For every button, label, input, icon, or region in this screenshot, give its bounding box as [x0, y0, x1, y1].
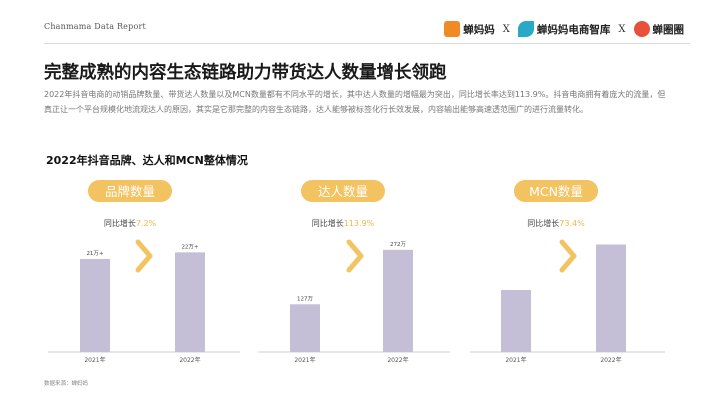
- influencer-tick-label: 2022年: [387, 356, 408, 364]
- influencer-title-pill: [301, 180, 385, 202]
- mcn-tick-label: 2022年: [600, 356, 621, 364]
- logo-separator: X: [502, 23, 510, 35]
- brand-title-pill: [88, 180, 172, 202]
- brand-data-label: 21万+: [86, 250, 103, 257]
- brand-chart-title: 品牌数量: [105, 184, 155, 199]
- chevron-right-icon: [559, 239, 577, 273]
- influencer-chart-title: 达人数量: [318, 184, 368, 199]
- mcn-title-pill: [514, 180, 598, 202]
- influencer-data-label: 127万: [297, 295, 313, 302]
- influencer-bar-2021年: [290, 304, 320, 352]
- chevron-right-icon: [346, 239, 364, 273]
- brand-bar-2021年: [80, 259, 110, 352]
- mcn-bar-2021年: [501, 290, 531, 352]
- influencer-growth-text: 同比增长113.9%: [312, 218, 375, 228]
- partner-logos: 蝉妈妈 X 蝉妈妈电商智库 X 蝉圈圈: [444, 18, 684, 40]
- report-label: Chanmama Data Report: [44, 22, 146, 31]
- brand-growth-text: 同比增长7.2%: [104, 218, 157, 228]
- brand-bar-2022年: [175, 252, 205, 352]
- influencer-tick-label: 2021年: [294, 356, 315, 364]
- header-divider: [44, 43, 690, 44]
- page-title: 完整成熟的内容生态链路助力带货达人数量增长领跑: [44, 63, 447, 83]
- chevron-right-icon: [135, 239, 153, 273]
- chanmama-logo-icon: [444, 21, 461, 37]
- logo-separator: X: [618, 23, 626, 35]
- mcn-tick-label: 2021年: [505, 356, 526, 364]
- brand-tick-label: 2021年: [84, 356, 105, 364]
- mcn-bar-2022年: [596, 244, 626, 352]
- logo-chanmama-label: 蝉妈妈: [463, 23, 495, 36]
- section-title: 2022年抖音品牌、达人和MCN整体情况: [46, 154, 248, 167]
- think-tank-logo-icon: [517, 21, 534, 37]
- page-description: 2022年抖音电商的动销品牌数量、带货达人数量以及MCN数量都有不同水平的增长，…: [44, 90, 666, 114]
- logo-chanmama: 蝉妈妈: [444, 21, 495, 37]
- chanquanquan-logo-icon: [633, 21, 650, 37]
- logo-chanquanquan-label: 蝉圈圈: [652, 23, 685, 36]
- brand-data-label: 22万+: [181, 243, 198, 250]
- influencer-data-label: 272万: [390, 241, 406, 248]
- brand-tick-label: 2022年: [179, 356, 200, 364]
- mcn-growth-text: 同比增长73.4%: [527, 218, 585, 228]
- influencer-bar-2022年: [383, 249, 413, 352]
- mcn-chart-title: MCN数量: [529, 184, 583, 199]
- logo-chanquanquan: 蝉圈圈: [633, 21, 685, 37]
- source-footnote: 数据来源：蝉妈妈: [44, 381, 89, 387]
- logo-think-tank-label: 蝉妈妈电商智库: [536, 23, 611, 36]
- logo-chanmama-think-tank: 蝉妈妈电商智库: [517, 21, 611, 37]
